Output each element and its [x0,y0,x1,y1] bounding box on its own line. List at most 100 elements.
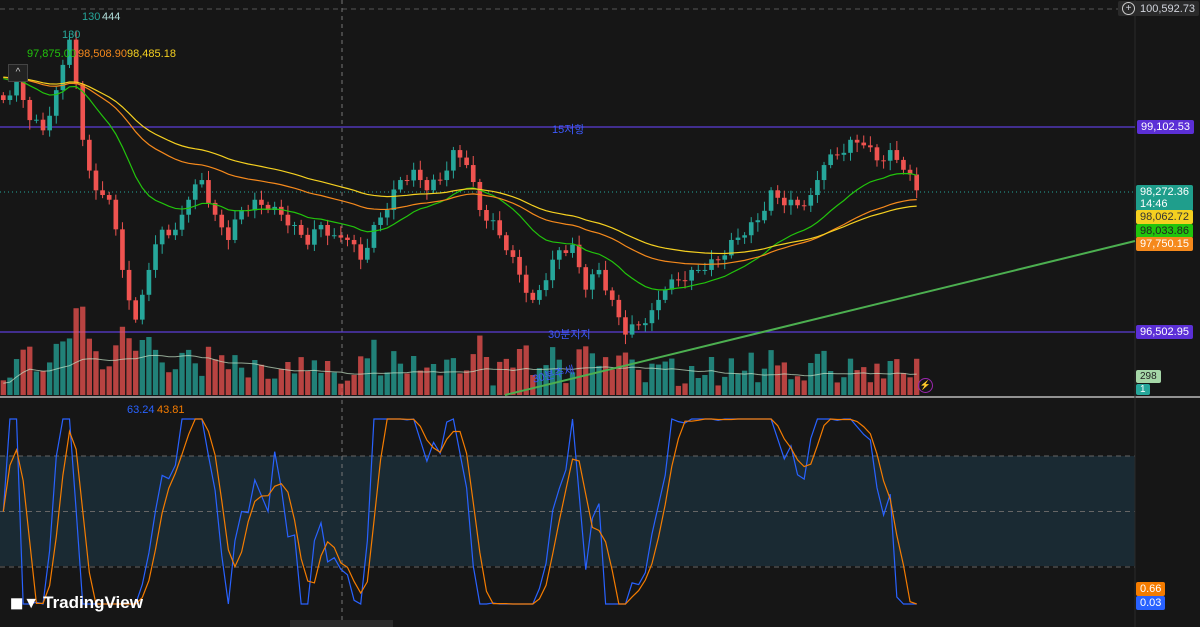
volume-bar [351,374,357,395]
top-price-label: 100,592.73 [1140,2,1196,15]
candle-body [590,274,595,290]
volume-bar [146,337,152,395]
candle-body [815,180,820,196]
volume-bar [563,383,569,395]
candle-body [351,239,357,245]
current-price: 98,272.36 [1140,186,1189,198]
candle-body [609,290,615,300]
volume-bar [66,338,73,395]
volume-bar [93,351,99,395]
volume-bar [272,378,278,395]
volume-bar [179,352,185,395]
volume-bar [305,371,311,395]
candle-body [470,165,476,183]
candle-body [808,195,814,206]
ma-line-orange [3,76,917,265]
candle-body [14,79,19,96]
candle-body [199,180,205,185]
candle-body [603,269,608,291]
time-scrollbar[interactable] [290,620,393,627]
candle-body [457,150,463,158]
volume-bar [794,376,801,395]
candle-body [616,299,622,318]
candle-body [312,229,317,245]
volume-bar [722,376,728,395]
candle-body [139,294,145,320]
volume-bar [344,380,351,395]
tradingview-logo-icon: ◼▼ [10,595,40,612]
candle-body [523,274,529,293]
candle-body [695,269,701,271]
support-price-label: 96,502.95 [1136,325,1193,339]
stoch-k-legend: 63.24 [127,404,155,416]
candle-body [775,190,781,198]
lightning-icon[interactable]: ⚡ [918,378,933,393]
candle-body [722,255,728,260]
volume-bar [907,377,913,395]
candle-body [748,222,754,236]
volume-bar [212,359,218,395]
candle-body [424,180,430,191]
volume-bar [715,385,721,395]
candle-body [517,256,522,275]
candle-body [166,229,172,236]
candle-body [305,234,311,245]
volume-bar [900,373,907,395]
volume-bar [166,372,172,395]
candle-body [345,237,350,240]
resistance-label: 15저항 [552,124,585,136]
ma-orange-price-label: 97,750.15 [1136,237,1193,251]
candle-body [338,235,344,238]
candle-body [464,157,469,166]
candle-body [411,169,416,181]
candle-body [563,250,569,253]
volume-bar [669,358,675,395]
volume-bar [695,378,701,395]
volume-bar [556,359,562,395]
candle-body [742,235,747,238]
candle-body [232,219,238,240]
candle-body [159,229,165,245]
collapse-chevron-icon[interactable]: ^ [8,64,28,82]
candle-body [801,205,807,207]
volume-bar [741,370,748,395]
candle-body [874,147,880,161]
volume-legend-2: 444 [102,11,121,23]
volume-bar [483,357,490,395]
candle-body [120,229,125,270]
volume-bar [536,368,543,395]
volume-bar [854,370,860,395]
volume-bar [867,382,874,395]
volume-bar [205,346,212,395]
candle-body [570,244,575,253]
candle-body [795,199,800,206]
candle-body [907,169,913,175]
volume-bar [457,373,463,395]
ma-legend-orange: 98,508.90 [78,48,127,60]
candle-body [133,300,138,320]
volume-bar [596,365,602,395]
volume-bar [46,362,53,395]
volume-bar [755,382,761,395]
resistance-price-label: 99,102.53 [1137,120,1194,134]
candle-body [331,235,337,237]
volume-bar [808,363,814,395]
volume-bar [894,359,900,395]
candle-body [914,174,920,191]
candle-body [298,224,304,235]
volume-bar [219,355,225,395]
candle-body [623,317,628,335]
candle-body [649,310,655,324]
volume-bar [516,349,523,395]
volume-bar [490,385,496,395]
brand-name: TradingView [43,593,143,612]
price-axis-top[interactable]: + 100,592.73 [1118,1,1200,16]
volume-bar [245,377,251,395]
candle-body [259,199,264,205]
candle-body [543,280,549,291]
volume-bar [27,346,33,395]
candle-body [206,180,211,203]
candle-body [186,199,191,215]
plus-icon[interactable]: + [1122,2,1135,15]
